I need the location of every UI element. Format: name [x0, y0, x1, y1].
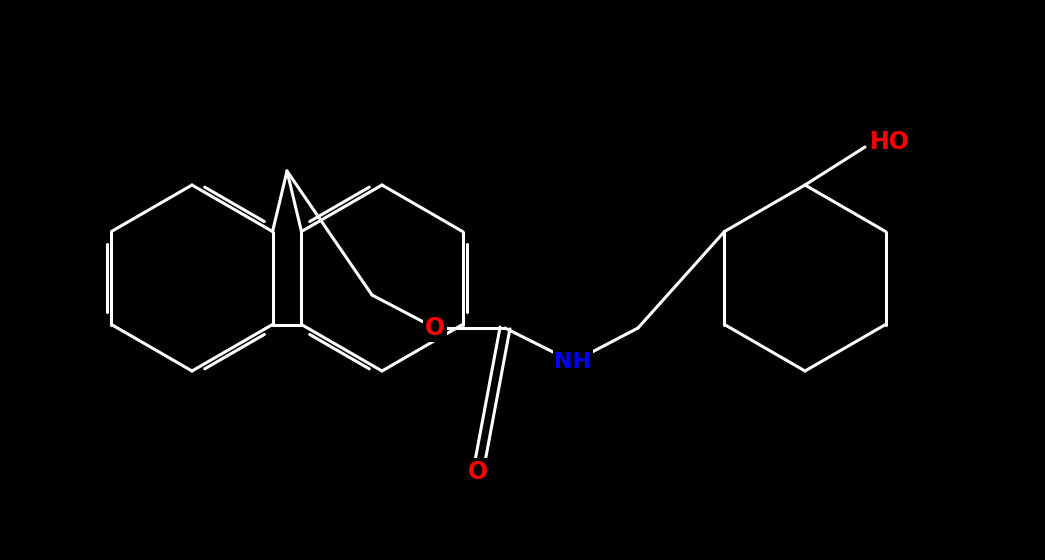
Text: O: O	[425, 316, 445, 340]
Text: HO: HO	[870, 130, 910, 154]
Text: NH: NH	[555, 352, 591, 372]
Text: O: O	[468, 460, 488, 484]
